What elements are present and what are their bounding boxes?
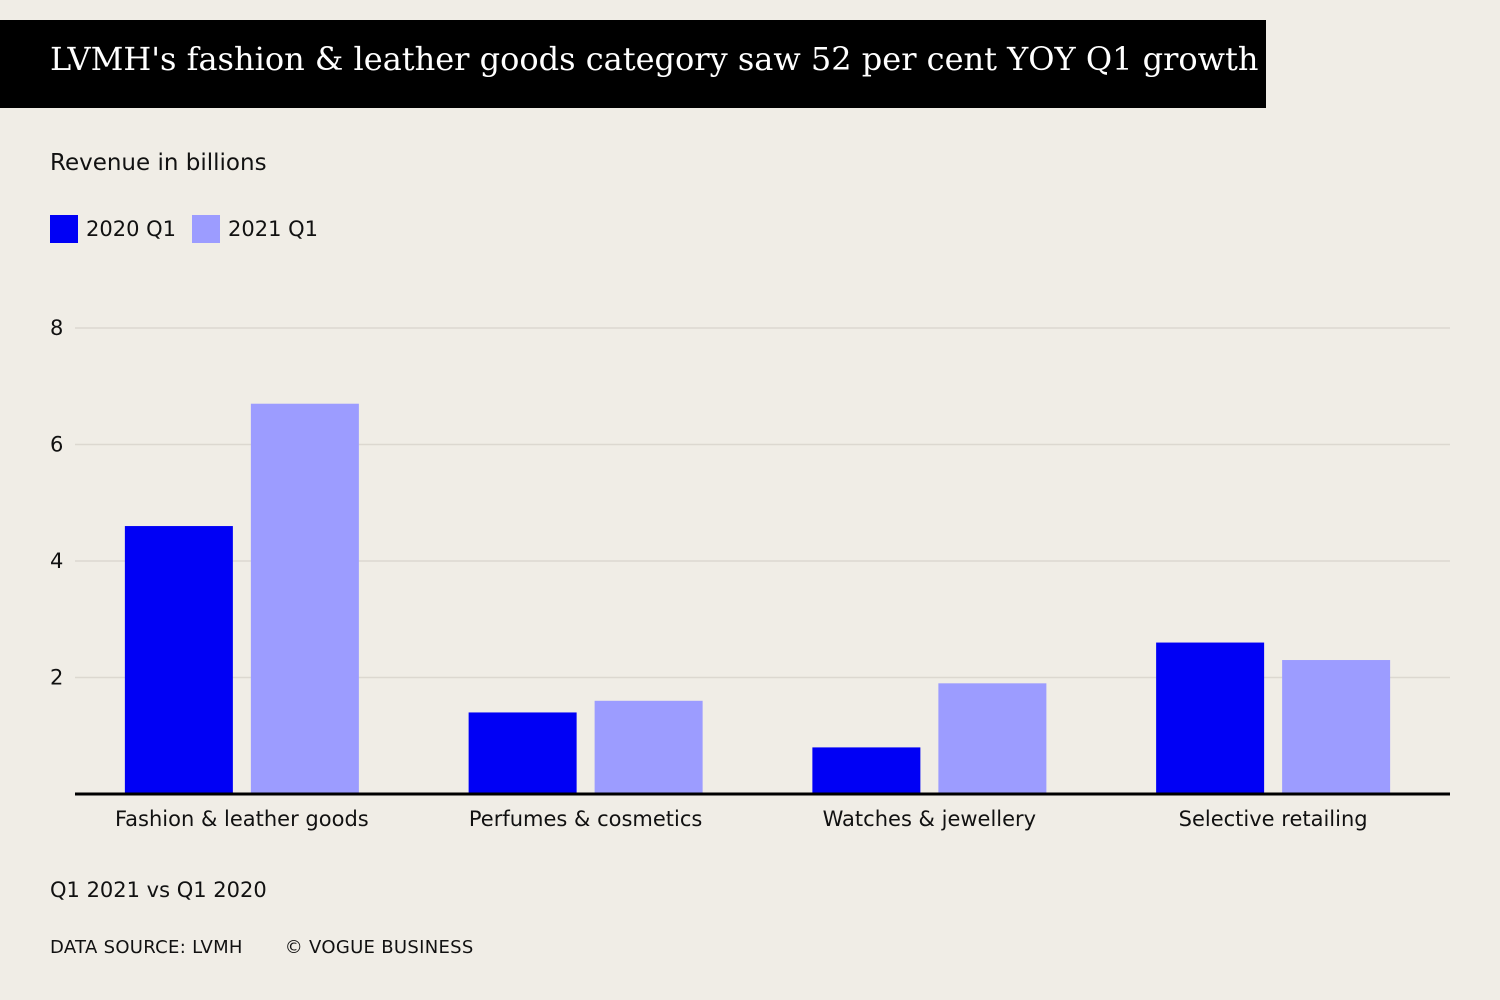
bar [812,747,921,794]
legend-item-2021: 2021 Q1 [192,215,318,243]
footer: DATA SOURCE: LVMH © VOGUE BUSINESS [50,937,474,958]
y-tick-label: 4 [50,549,63,573]
x-tick-label: Watches & jewellery [823,807,1036,831]
bar [468,712,577,794]
legend-label-2020: 2020 Q1 [86,217,177,241]
y-tick-label: 2 [50,666,63,690]
legend-label-2021: 2021 Q1 [228,217,319,241]
bar [1156,642,1265,794]
data-source: DATA SOURCE: LVMH [50,937,243,958]
bar [594,700,703,794]
copyright: © VOGUE BUSINESS [284,937,474,958]
chart-title: LVMH's fashion & leather goods category … [50,40,1259,78]
y-tick-label: 8 [50,316,63,340]
bar [938,683,1047,794]
y-tick-label: 6 [50,433,63,457]
chart-subtitle: Revenue in billions [50,150,267,176]
x-tick-label: Fashion & leather goods [115,807,369,831]
title-bar [0,20,1266,108]
legend-swatch-2021 [192,215,221,243]
bar [124,526,233,794]
x-tick-label: Perfumes & cosmetics [469,807,702,831]
chart-note: Q1 2021 vs Q1 2020 [50,878,267,902]
legend: 2020 Q1 2021 Q1 [50,215,334,243]
bar-chart: 2 4 6 8 Fashion & leather goods Perfumes & co… [50,316,1450,831]
x-tick-label: Selective retailing [1179,807,1368,831]
bar [250,403,359,794]
bar [1282,660,1391,794]
legend-swatch-2020 [50,215,78,243]
legend-item-2020: 2020 Q1 [50,215,176,243]
